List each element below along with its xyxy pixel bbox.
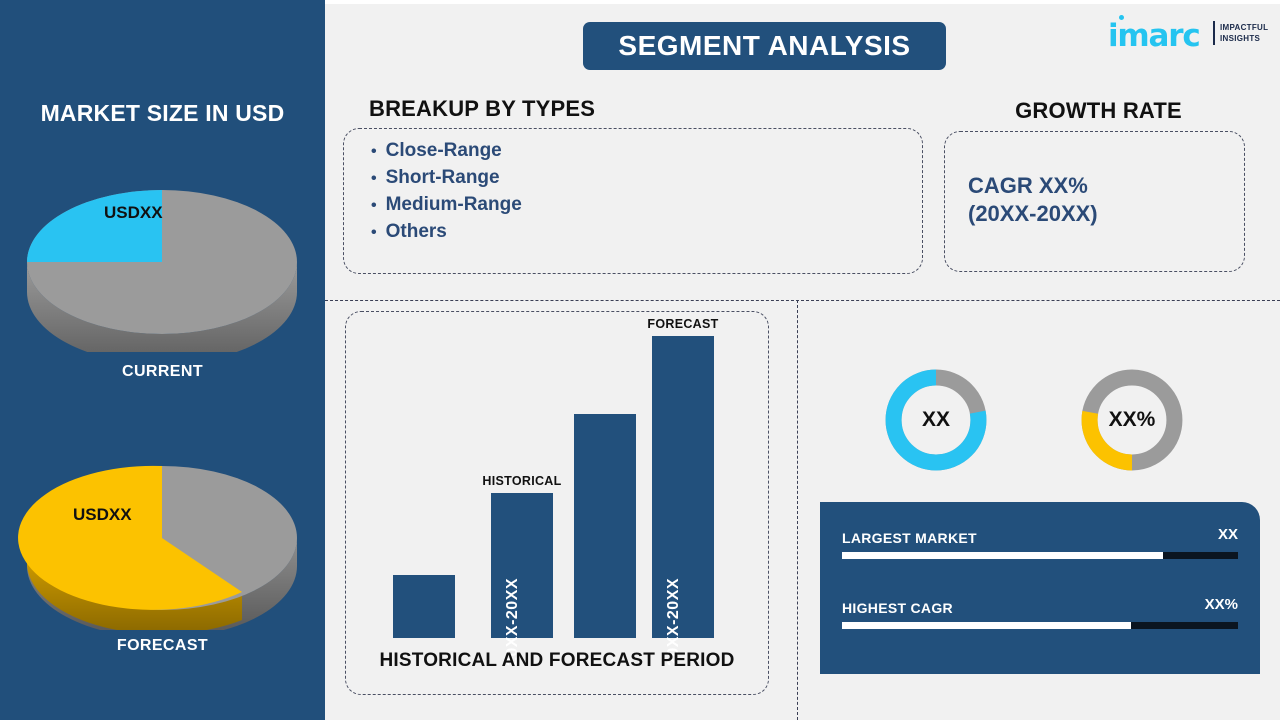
bar-4: 20XX-20XX FORECAST — [647, 317, 718, 666]
pie-chart-current: USDXX CURRENT — [0, 152, 325, 381]
stat-progress-fill — [842, 552, 1163, 559]
donut-2-svg — [1081, 369, 1183, 471]
bar-chart: 20XX-20XX HISTORICAL 20XX-20XX FORECAST … — [345, 311, 769, 695]
bar-2: 20XX-20XX HISTORICAL — [482, 474, 561, 666]
donut-2-label: XX% — [1108, 408, 1156, 431]
bar-2-top-label: HISTORICAL — [482, 474, 562, 488]
donut-chart-value: XX — [880, 364, 992, 476]
main-panel: SEGMENT ANALYSIS imarc IMPACTFUL INSIGHT… — [325, 0, 1280, 720]
donut-1-label: XX — [921, 408, 950, 431]
logo-dot-icon — [1119, 15, 1124, 20]
pie-current-slice — [27, 190, 162, 262]
list-item-label: Close-Range — [385, 140, 502, 161]
stat-progress-fill — [842, 622, 1132, 629]
pie-forecast-slice — [18, 465, 243, 610]
bullet-icon: • — [371, 224, 377, 241]
donut-chart-percent: XX% — [1076, 364, 1188, 476]
stat-label: LARGEST MARKET — [842, 530, 977, 546]
pie-forecast-side-yellow — [27, 538, 242, 635]
sidebar-market-size: MARKET SIZE IN USD USDXX CURRENT — [0, 0, 325, 720]
pie-forecast-svg: USDXX — [18, 465, 297, 638]
horizontal-divider — [325, 300, 1280, 301]
donut-1-svg — [885, 369, 987, 471]
page-title-banner: SEGMENT ANALYSIS — [583, 22, 946, 70]
bar-4-top-label: FORECAST — [647, 317, 719, 331]
breakup-box — [343, 128, 923, 274]
page-title: SEGMENT ANALYSIS — [618, 30, 911, 61]
donut-2-value-arc — [1081, 369, 1183, 471]
sidebar-title: MARKET SIZE IN USD — [40, 100, 285, 126]
bar-chart-caption: HISTORICAL AND FORECAST PERIOD — [379, 650, 735, 671]
pie-current-caption: CURRENT — [121, 363, 204, 380]
logo-tagline-1: IMPACTFUL — [1220, 23, 1269, 32]
donut-1-value-arc — [885, 369, 987, 471]
logo-separator — [1213, 21, 1215, 45]
stat-label: HIGHEST CAGR — [842, 600, 953, 616]
breakup-heading: BREAKUP BY TYPES — [369, 96, 596, 121]
main-top-border — [325, 0, 1280, 4]
vertical-divider — [797, 300, 798, 720]
bullet-icon: • — [371, 143, 377, 160]
growth-rate-box — [944, 131, 1245, 272]
stat-value: XX% — [1204, 596, 1238, 613]
growth-rate-heading: GROWTH RATE — [1015, 98, 1182, 123]
list-item-label: Short-Range — [385, 167, 500, 188]
key-stats-panel: LARGEST MARKET XX HIGHEST CAGR XX% — [820, 502, 1260, 674]
bullet-icon: • — [371, 170, 377, 187]
pie-forecast-caption: FORECAST — [116, 637, 209, 654]
pie-current-slice-label: USDXX — [104, 203, 163, 222]
logo-wordmark: imarc — [1108, 18, 1201, 54]
cagr-line-2: (20XX-20XX) — [968, 200, 1098, 226]
bar-1 — [393, 575, 455, 638]
stat-value: XX — [1217, 526, 1238, 543]
logo-tagline-2: INSIGHTS — [1220, 34, 1261, 43]
cagr-line-1: CAGR XX% — [968, 173, 1088, 198]
list-item-label: Others — [385, 221, 447, 242]
cagr-text: CAGR XX% (20XX-20XX) — [968, 172, 1098, 227]
pie-chart-forecast: USDXX FORECAST — [0, 440, 325, 655]
list-item-label: Medium-Range — [385, 194, 522, 215]
stat-progress-track — [842, 622, 1238, 629]
list-item: • Others — [371, 221, 522, 243]
pie-forecast-slice-label: USDXX — [73, 505, 132, 524]
pie-current-svg: USDXX — [27, 190, 297, 364]
stat-progress-track — [842, 552, 1238, 559]
imarc-logo: imarc IMPACTFUL INSIGHTS — [1108, 10, 1268, 54]
list-item: • Medium-Range — [371, 194, 522, 216]
breakup-list: • Close-Range • Short-Range • Medium-Ran… — [371, 140, 522, 243]
bar-3 — [574, 414, 636, 638]
list-item: • Short-Range — [371, 167, 522, 189]
bullet-icon: • — [371, 197, 377, 214]
list-item: • Close-Range — [371, 140, 522, 162]
pie-current-side — [27, 262, 297, 364]
